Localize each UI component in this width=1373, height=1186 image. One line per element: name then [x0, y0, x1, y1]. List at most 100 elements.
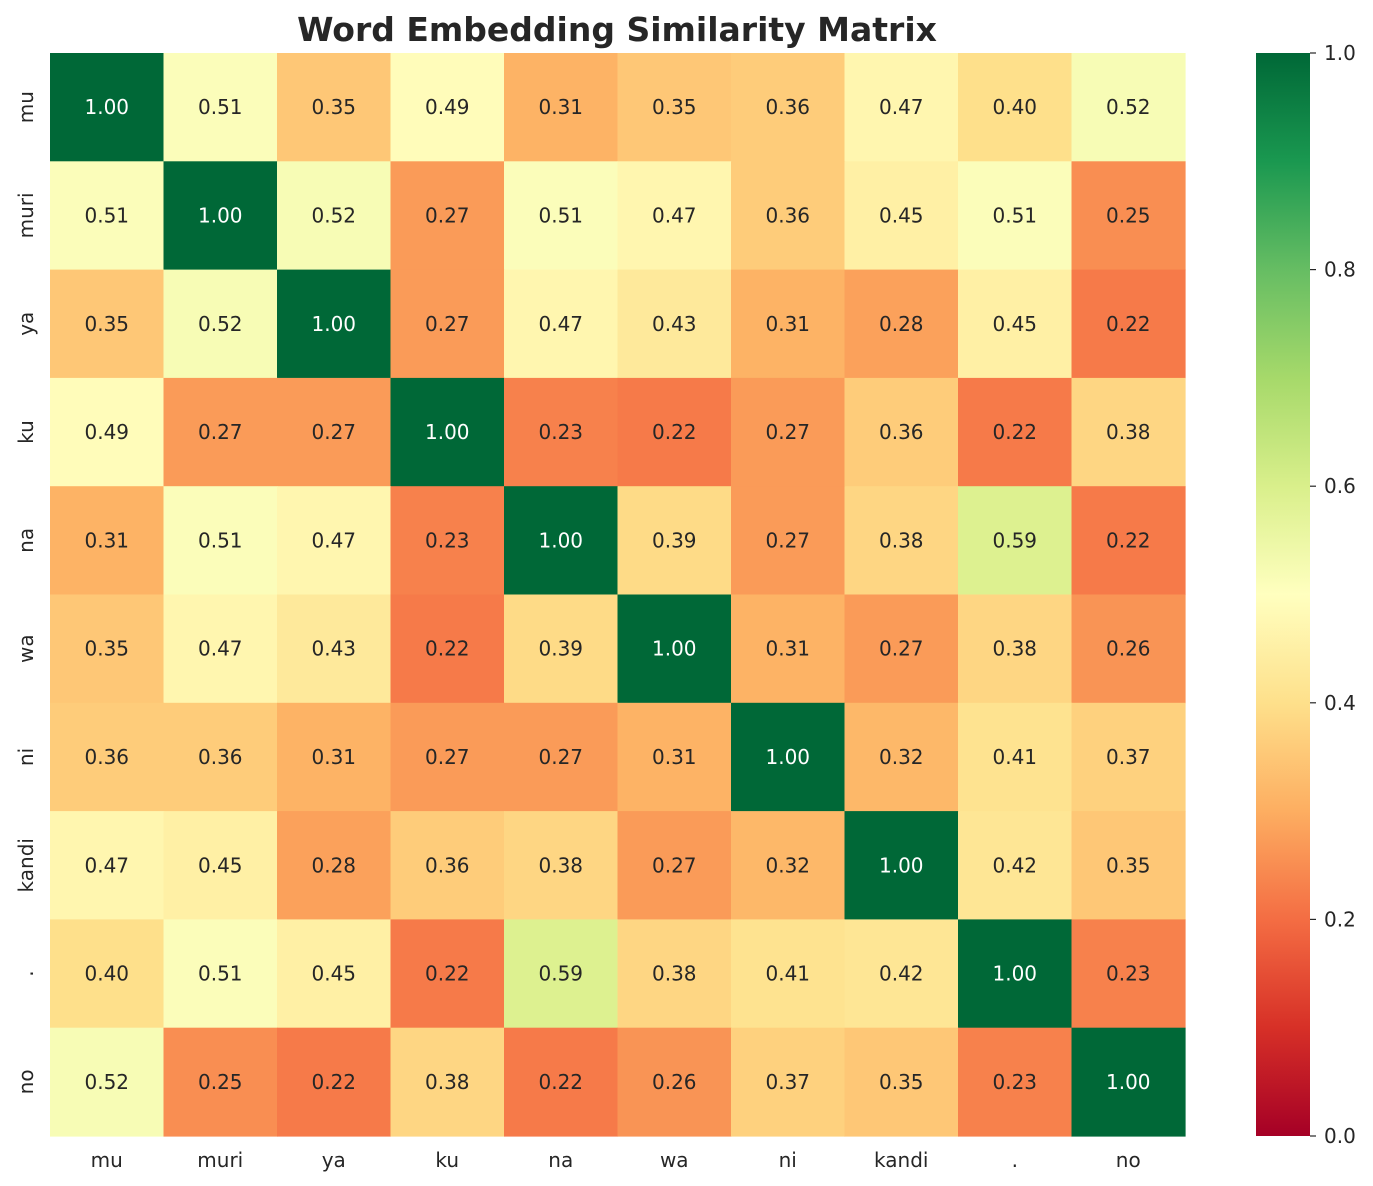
heatmap-cell [731, 377, 846, 487]
x-tick-label: mu [91, 1148, 123, 1172]
heatmap-cell [50, 811, 165, 920]
cell-value-label: 0.36 [765, 95, 810, 119]
heatmap-cell [163, 53, 278, 162]
heatmap-cell [504, 811, 619, 920]
heatmap-cell [504, 377, 619, 487]
heatmap-cell [50, 594, 165, 704]
cell-value-label: 0.45 [992, 312, 1037, 336]
heatmap-cell [958, 161, 1073, 271]
cell-value-label: 1.00 [765, 745, 810, 769]
heatmap-cell [50, 702, 165, 812]
heatmap-cell [390, 1027, 505, 1137]
cell-value-label: 0.23 [425, 528, 470, 552]
cell-value-label: 0.27 [538, 745, 583, 769]
heatmap-cell [504, 1027, 619, 1137]
heatmap-cell [504, 269, 619, 379]
cell-value-label: 0.52 [198, 312, 243, 336]
heatmap-cell [958, 919, 1073, 1029]
colorbar-tick-label: 0.0 [1324, 1124, 1356, 1148]
cell-value-label: 0.25 [198, 1070, 243, 1094]
y-tick-label: wa [14, 634, 38, 663]
cell-value-label: 0.22 [1106, 312, 1151, 336]
x-axis: mu muri ya ku na wa ni kandi. no [91, 1148, 1141, 1172]
y-tick-label: kandi [14, 838, 38, 892]
heatmap-cell [504, 486, 619, 596]
heatmap-cell [277, 161, 392, 271]
cell-value-label: 0.22 [425, 637, 470, 661]
cell-value-label: 0.36 [879, 420, 924, 444]
heatmap-cell [731, 486, 846, 596]
cell-value-label: 0.47 [198, 637, 243, 661]
heatmap-cell [958, 486, 1073, 596]
heatmap-cell [731, 269, 846, 379]
y-tick-label: . [14, 970, 38, 976]
x-tick-label: ku [435, 1148, 459, 1172]
heatmap-cell [390, 161, 505, 271]
heatmap-cell [163, 919, 278, 1029]
cell-value-label: 0.31 [538, 95, 583, 119]
heatmap-cell [390, 53, 505, 162]
cell-value-label: 0.52 [84, 1070, 129, 1094]
cell-value-label: 0.31 [765, 637, 810, 661]
heatmap-cell [277, 1027, 392, 1137]
cell-value-label: 0.39 [652, 528, 697, 552]
heatmap-cell [1071, 486, 1186, 596]
heatmap-cell [390, 702, 505, 812]
chart-title: Word Embedding Similarity Matrix [297, 10, 937, 49]
cell-value-label: 0.51 [84, 203, 129, 227]
cell-value-label: 0.36 [765, 203, 810, 227]
heatmap-cell [731, 161, 846, 271]
heatmap-cell [1071, 269, 1186, 379]
cell-value-label: 0.27 [652, 853, 697, 877]
cell-value-label: 0.31 [311, 745, 356, 769]
cell-value-label: 0.35 [652, 95, 697, 119]
cell-value-label: 1.00 [198, 203, 243, 227]
heatmap-cell [844, 269, 959, 379]
heatmap-cell [844, 377, 959, 487]
cell-value-label: 0.42 [879, 962, 924, 986]
cell-value-label: 0.37 [1106, 745, 1151, 769]
y-axis: mu muri ya ku na wa ni kandi. no [14, 91, 38, 1094]
heatmap-cell [844, 919, 959, 1029]
cell-value-label: 0.22 [538, 1070, 583, 1094]
heatmap-cell [958, 811, 1073, 920]
heatmap-cell [504, 702, 619, 812]
colorbar-tick-label: 0.2 [1324, 907, 1356, 931]
x-tick-label: na [548, 1148, 573, 1172]
cell-value-label: 0.27 [311, 420, 356, 444]
cell-value-label: 0.41 [992, 745, 1037, 769]
x-tick-label: ni [779, 1148, 797, 1172]
heatmap-cell [390, 811, 505, 920]
heatmap-cell [163, 161, 278, 271]
heatmap-cell [958, 1027, 1073, 1137]
heatmap-cell [844, 1027, 959, 1137]
cell-value-label: 0.38 [425, 1070, 470, 1094]
heatmap-cell [277, 377, 392, 487]
cell-value-label: 0.27 [425, 312, 470, 336]
heatmap-cell [50, 486, 165, 596]
cell-value-label: 0.35 [84, 312, 129, 336]
heatmap-cells: 1.00 0.51 0.35 0.49 0.31 0.35 0.36 0.47 0.40 0.52… [50, 53, 1186, 1137]
cell-value-label: 0.23 [538, 420, 583, 444]
cell-value-label: 0.51 [538, 203, 583, 227]
cell-value-label: 1.00 [879, 853, 924, 877]
heatmap-cell [958, 53, 1073, 162]
cell-value-label: 0.27 [765, 528, 810, 552]
cell-value-label: 0.26 [1106, 637, 1151, 661]
heatmap-cell [731, 1027, 846, 1137]
heatmap-cell [1071, 594, 1186, 704]
colorbar-ticks: 0.0 0.2 0.4 0.6 0.8 1.0 [1310, 41, 1356, 1148]
cell-value-label: 0.59 [992, 528, 1037, 552]
heatmap-cell [617, 594, 732, 704]
heatmap-cell [844, 53, 959, 162]
cell-value-label: 0.45 [879, 203, 924, 227]
y-tick-label: ku [14, 420, 38, 444]
cell-value-label: 0.41 [765, 962, 810, 986]
cell-value-label: 0.27 [425, 745, 470, 769]
colorbar-tick-label: 0.6 [1324, 474, 1356, 498]
cell-value-label: 0.23 [992, 1070, 1037, 1094]
y-tick-label: no [14, 1069, 38, 1094]
heatmap-cell [390, 269, 505, 379]
cell-value-label: 0.26 [652, 1070, 697, 1094]
